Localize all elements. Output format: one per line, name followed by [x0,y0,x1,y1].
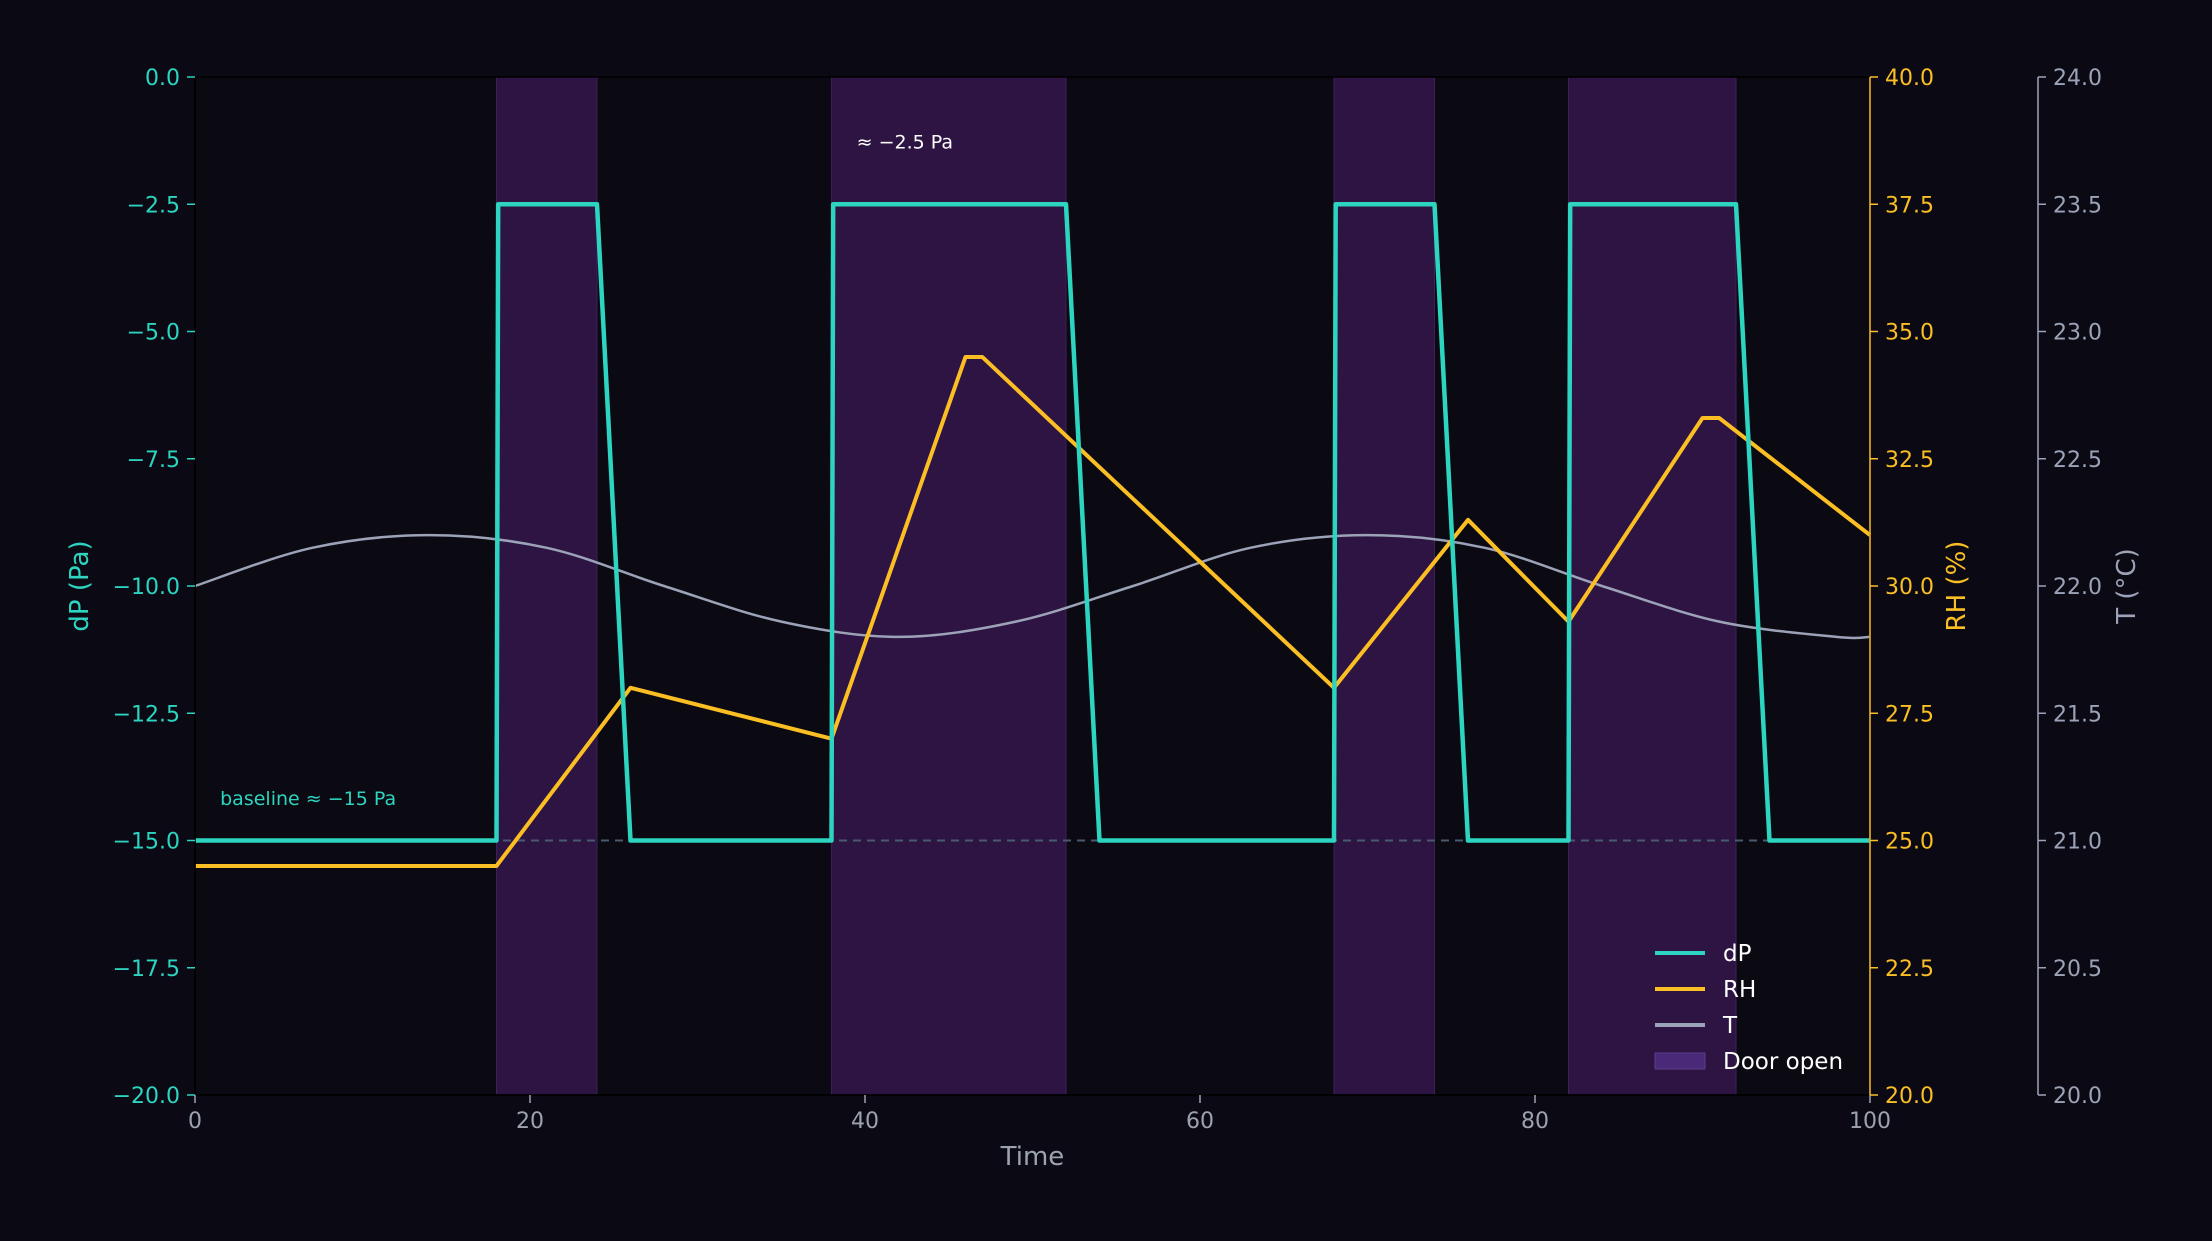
t-tick-label: 21.5 [2053,702,2102,727]
t-tick-label: 23.0 [2053,321,2102,346]
x-tick-label: 60 [1186,1109,1214,1134]
plot-area: baseline ≈ −15 Pa ≈ −2.5 Pa [194,76,1872,1096]
t-tick-label: 22.0 [2053,575,2102,600]
legend-label: dP [1723,941,1752,967]
annotation-text: baseline ≈ −15 Pa [220,788,396,810]
rh-tick-label: 27.5 [1885,702,1934,727]
rh-axis-label: RH (%) [1942,541,1972,632]
x-tick-label: 20 [516,1109,544,1134]
door-open-span [1568,76,1737,1096]
t-axis-label: T (°C) [2112,548,2142,625]
legend-label: T [1722,1013,1738,1039]
t-tick-label: 22.5 [2053,448,2102,473]
annotation-text: ≈ −2.5 Pa [857,131,953,153]
x-tick-label: 100 [1849,1109,1891,1134]
dp-tick-label: −12.5 [113,702,180,727]
dp-tick-label: −10.0 [113,575,180,600]
rh-tick-label: 35.0 [1885,321,1934,346]
door-open-span [496,76,598,1096]
x-tick-label: 80 [1521,1109,1549,1134]
door-open-span [1333,76,1435,1096]
door-open-span [831,76,1067,1096]
t-tick-label: 21.0 [2053,830,2102,855]
series-rh-line [195,354,1872,868]
rh-tick-label: 37.5 [1885,193,1934,218]
dp-tick-label: −17.5 [113,957,180,982]
rh-tick-label: 40.0 [1885,66,1934,91]
rh-tick-label: 22.5 [1885,957,1934,982]
t-tick-label: 20.0 [2053,1084,2102,1109]
axes: 0 20 40 60 80 100 Time 0.0 −2.5 −5.0 −7.5 −10.0 −12.… [65,66,2142,1172]
t-tick-label: 20.5 [2053,957,2102,982]
dp-tick-label: −15.0 [113,830,180,855]
dp-tick-label: −7.5 [127,448,180,473]
dp-tick-label: 0.0 [145,66,180,91]
rh-tick-label: 20.0 [1885,1084,1934,1109]
rh-tick-label: 25.0 [1885,830,1934,855]
rh-tick-label: 32.5 [1885,448,1934,473]
series-t-line [194,533,1871,640]
legend-label: Door open [1723,1049,1843,1075]
x-tick-label: 0 [188,1109,202,1134]
legend-swatch [1654,1052,1706,1070]
t-tick-label: 24.0 [2053,66,2102,91]
dp-tick-label: −20.0 [113,1084,180,1109]
legend-label: RH [1723,977,1756,1003]
dp-tick-label: −2.5 [127,193,180,218]
dp-axis-label: dP (Pa) [65,540,95,631]
x-tick-label: 40 [851,1109,879,1134]
dp-tick-label: −5.0 [127,321,180,346]
legend: dP RH T Door open [1654,941,1843,1075]
rh-tick-label: 30.0 [1885,575,1934,600]
series-dp-line [195,202,1870,843]
t-tick-label: 23.5 [2053,193,2102,218]
x-axis-label: Time [1000,1142,1065,1172]
